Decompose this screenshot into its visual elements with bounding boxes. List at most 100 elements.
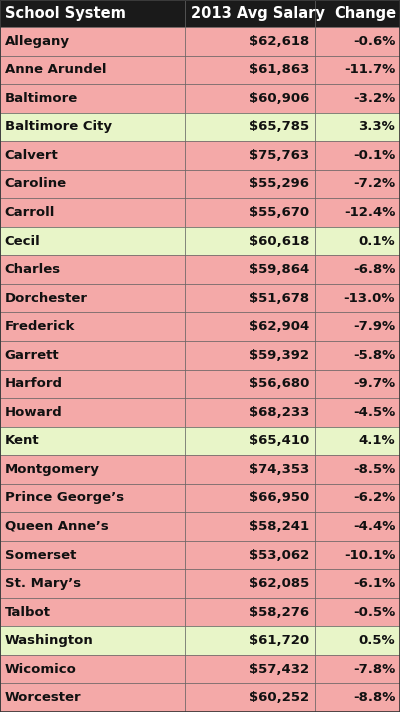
Bar <box>185 284 315 313</box>
Text: $68,233: $68,233 <box>249 406 309 419</box>
Bar <box>185 27 315 56</box>
Text: -8.8%: -8.8% <box>353 691 395 704</box>
Text: Worcester: Worcester <box>5 691 82 704</box>
Text: 4.1%: 4.1% <box>358 434 395 447</box>
Text: Garrett: Garrett <box>5 349 60 362</box>
Text: -7.9%: -7.9% <box>353 320 395 333</box>
Bar <box>315 112 400 141</box>
Bar <box>315 313 400 341</box>
Text: 0.5%: 0.5% <box>358 634 395 647</box>
Text: $62,085: $62,085 <box>249 577 309 590</box>
Text: 0.1%: 0.1% <box>358 234 395 248</box>
Text: $55,670: $55,670 <box>249 206 309 219</box>
Text: $59,864: $59,864 <box>249 263 309 276</box>
Bar <box>0 684 185 712</box>
Bar <box>0 169 185 198</box>
Text: -6.1%: -6.1% <box>353 577 395 590</box>
Text: Baltimore: Baltimore <box>5 92 78 105</box>
Bar <box>185 169 315 198</box>
Bar <box>315 227 400 256</box>
Bar <box>185 455 315 483</box>
Bar <box>315 598 400 627</box>
Text: $56,680: $56,680 <box>249 377 309 390</box>
Bar <box>315 655 400 684</box>
Text: Carroll: Carroll <box>5 206 55 219</box>
Bar <box>0 227 185 256</box>
Bar <box>185 341 315 370</box>
Bar <box>185 112 315 141</box>
Bar <box>315 398 400 426</box>
Text: Somerset: Somerset <box>5 548 76 562</box>
Bar <box>315 483 400 512</box>
Bar <box>315 570 400 598</box>
Text: $60,618: $60,618 <box>249 234 309 248</box>
Bar <box>0 284 185 313</box>
Text: -6.8%: -6.8% <box>353 263 395 276</box>
Bar <box>315 27 400 56</box>
Text: -13.0%: -13.0% <box>344 292 395 305</box>
Bar <box>185 256 315 284</box>
Text: $55,296: $55,296 <box>249 177 309 191</box>
Text: 3.3%: 3.3% <box>358 120 395 133</box>
Bar <box>0 198 185 227</box>
Bar <box>0 398 185 426</box>
Bar <box>315 341 400 370</box>
Bar <box>315 540 400 570</box>
Text: Charles: Charles <box>5 263 61 276</box>
Text: Kent: Kent <box>5 434 40 447</box>
Bar <box>0 512 185 540</box>
Text: $58,276: $58,276 <box>249 606 309 619</box>
Bar <box>0 0 185 27</box>
Text: -10.1%: -10.1% <box>344 548 395 562</box>
Bar <box>315 370 400 398</box>
Bar <box>0 426 185 455</box>
Text: -4.5%: -4.5% <box>353 406 395 419</box>
Text: Frederick: Frederick <box>5 320 75 333</box>
Text: $53,062: $53,062 <box>249 548 309 562</box>
Bar <box>185 84 315 112</box>
Bar <box>185 684 315 712</box>
Bar <box>315 512 400 540</box>
Bar <box>0 141 185 169</box>
Text: -11.7%: -11.7% <box>344 63 395 76</box>
Bar <box>185 655 315 684</box>
Bar <box>0 256 185 284</box>
Text: Montgomery: Montgomery <box>5 463 100 476</box>
Bar <box>315 684 400 712</box>
Bar <box>185 227 315 256</box>
Bar <box>0 112 185 141</box>
Bar <box>315 256 400 284</box>
Text: $61,863: $61,863 <box>249 63 309 76</box>
Bar <box>315 141 400 169</box>
Text: St. Mary’s: St. Mary’s <box>5 577 81 590</box>
Text: Harford: Harford <box>5 377 63 390</box>
Text: $62,904: $62,904 <box>249 320 309 333</box>
Bar <box>0 598 185 627</box>
Bar <box>315 627 400 655</box>
Bar <box>185 0 315 27</box>
Bar <box>0 84 185 112</box>
Bar <box>315 455 400 483</box>
Bar <box>0 56 185 84</box>
Bar <box>0 455 185 483</box>
Bar <box>0 483 185 512</box>
Text: -4.4%: -4.4% <box>353 520 395 533</box>
Text: -0.6%: -0.6% <box>353 35 395 48</box>
Text: $66,950: $66,950 <box>249 491 309 504</box>
Bar <box>0 627 185 655</box>
Bar <box>315 169 400 198</box>
Text: -0.5%: -0.5% <box>353 606 395 619</box>
Bar <box>185 570 315 598</box>
Bar <box>185 370 315 398</box>
Text: Change: Change <box>334 6 396 21</box>
Text: $60,906: $60,906 <box>249 92 309 105</box>
Bar <box>0 655 185 684</box>
Bar <box>185 512 315 540</box>
Text: -7.2%: -7.2% <box>353 177 395 191</box>
Bar <box>0 27 185 56</box>
Text: Dorchester: Dorchester <box>5 292 88 305</box>
Text: Wicomico: Wicomico <box>5 663 77 676</box>
Bar <box>315 0 400 27</box>
Text: -12.4%: -12.4% <box>344 206 395 219</box>
Text: $51,678: $51,678 <box>249 292 309 305</box>
